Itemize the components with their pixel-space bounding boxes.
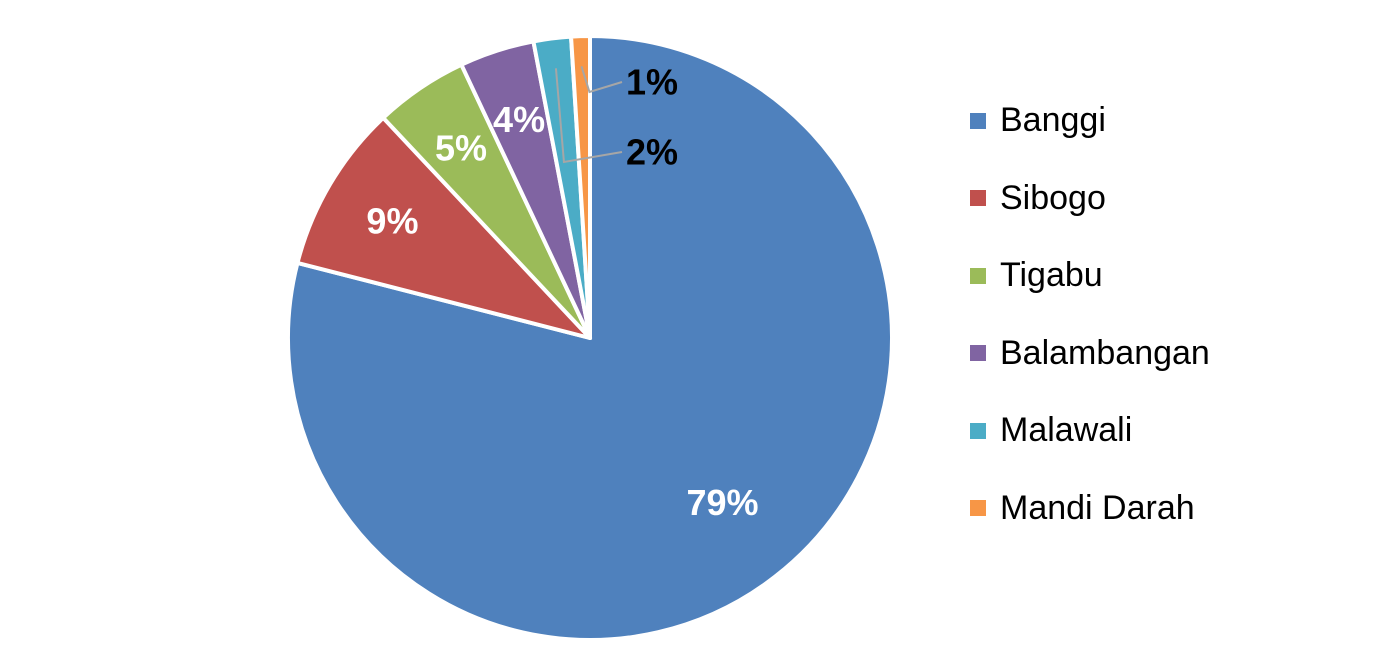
data-labels-layer: 79% 9% 5%4% 2% 1% [366,62,758,524]
legend-item-malawali: Malawali [970,392,1370,470]
legend: Banggi Sibogo Tigabu Balambangan Malawal… [970,82,1370,547]
legend-label-malawali: Malawali [1000,411,1133,450]
leader-line-mandi-darah [580,66,623,94]
data-label-banggi: 79% [686,482,758,523]
data-label-malawali: 2% [626,132,678,173]
legend-swatch-malawali [970,422,986,439]
legend-label-mandi-darah: Mandi Darah [1000,488,1195,527]
data-label-sibogo: 9% [366,201,418,242]
legend-swatch-balambangan [970,345,986,362]
legend-item-sibogo: Sibogo [970,160,1370,238]
legend-swatch-banggi [970,112,986,129]
pie-slice-sibogo [295,115,592,340]
legend-label-banggi: Banggi [1000,101,1106,140]
slices-layer [286,34,894,642]
legend-swatch-sibogo [970,190,986,207]
data-label-mandi-darah: 1% [626,62,678,103]
pie-slice-mandi-darah [569,34,592,340]
legend-item-tigabu: Tigabu [970,237,1370,315]
legend-swatch-mandi-darah [970,500,986,517]
legend-label-tigabu: Tigabu [1000,256,1103,295]
legend-item-banggi: Banggi [970,82,1370,160]
legend-item-mandi-darah: Mandi Darah [970,470,1370,548]
data-label-balambangan: 4% [493,99,545,140]
leader-lines-layer [554,66,623,164]
legend-label-balambangan: Balambangan [1000,333,1210,372]
legend-swatch-tigabu [970,267,986,284]
legend-item-balambangan: Balambangan [970,315,1370,393]
leader-line-malawali [554,68,623,164]
legend-label-sibogo: Sibogo [1000,178,1106,217]
data-label-tigabu: 5% [435,128,487,169]
